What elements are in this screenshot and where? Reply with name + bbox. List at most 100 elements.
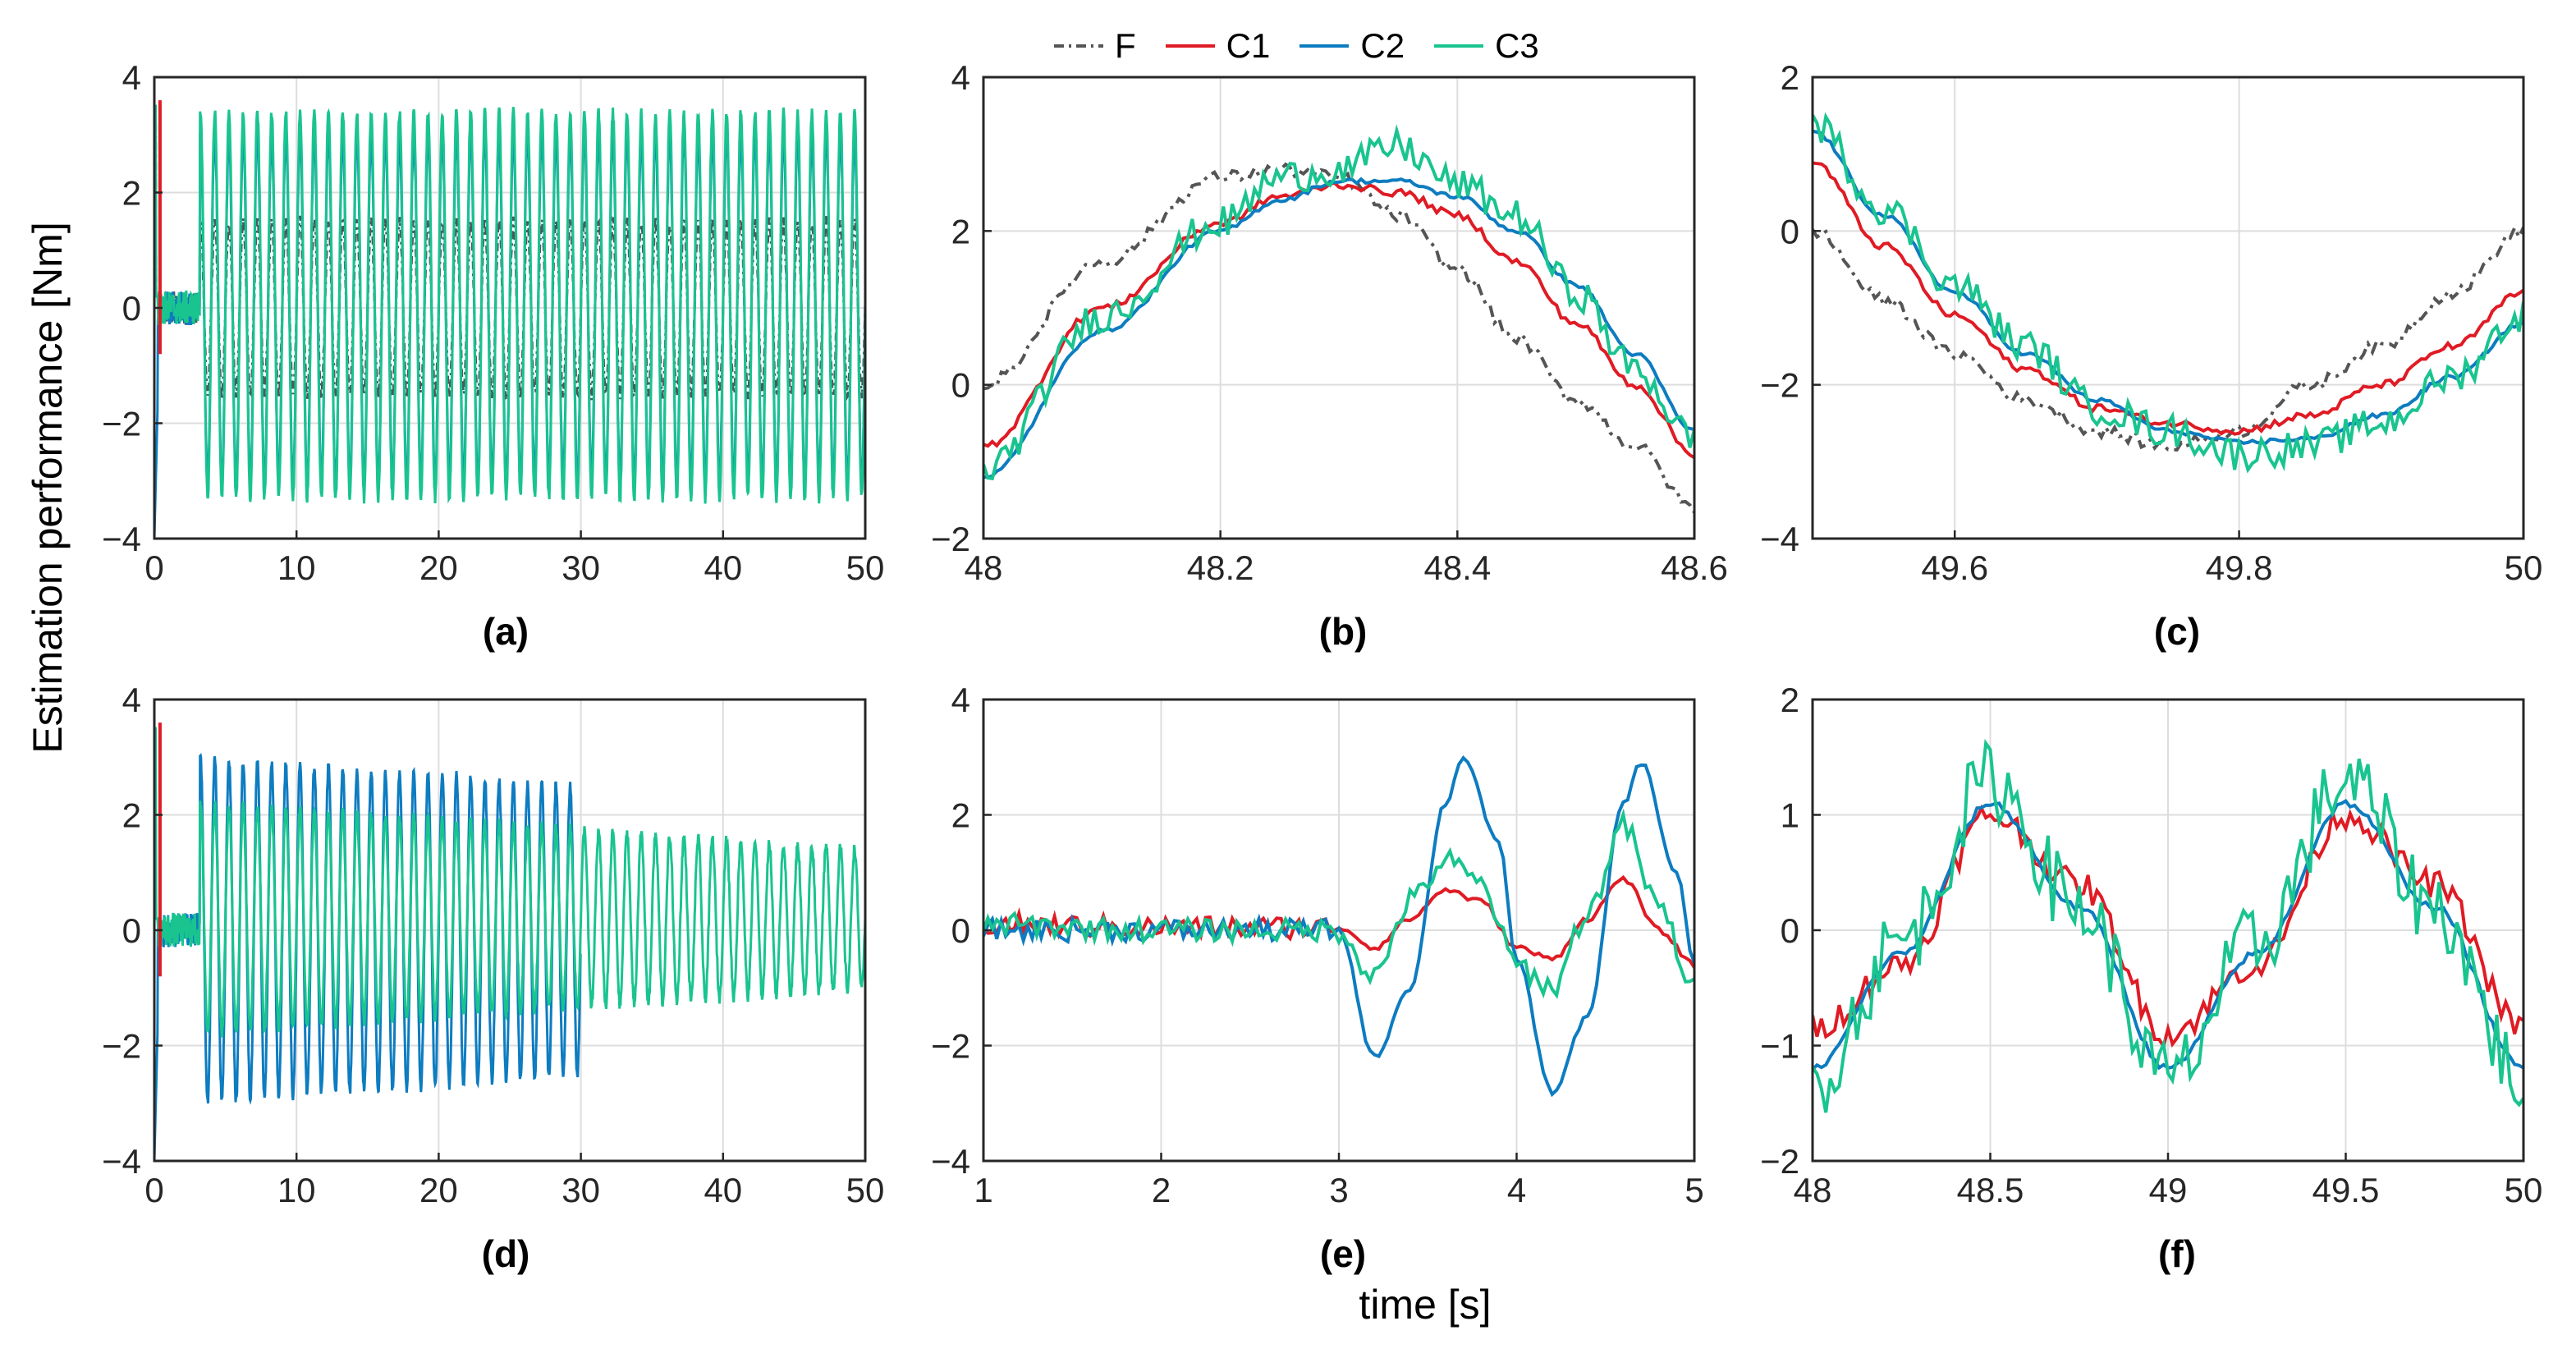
series-c1-line-f	[1813, 804, 2523, 1051]
plot-area-a	[154, 100, 865, 539]
y-tick-label-f: 0	[1781, 911, 1799, 950]
x-tick-label-c: 50	[2505, 548, 2543, 587]
plot-area-b	[983, 124, 1694, 514]
y-tick-label-b: 0	[951, 366, 970, 405]
panel-label-b: (b)	[1318, 610, 1368, 653]
x-tick-label-d: 0	[144, 1171, 163, 1209]
panel-b: 48 48.2 48.4 48.6 −2 0 2 4	[931, 58, 1728, 587]
x-tick-label-c: 49.6	[1921, 548, 1988, 587]
series-c3-line-d	[154, 727, 865, 1038]
x-tick-label-e: 2	[1152, 1171, 1171, 1209]
panel-c: 49.6 49.8 50 −4 −2 0 2	[1760, 58, 2542, 587]
panel-a: 0 10 20 30 40 50 −4 −2 0 2 4	[102, 58, 884, 587]
legend-item-c2: C2	[1298, 26, 1405, 66]
series-c3-line-a	[154, 104, 865, 504]
x-tick-label-f: 49	[2149, 1171, 2188, 1209]
x-tick-label-c: 49.8	[2206, 548, 2273, 587]
panel-label-d: (d)	[481, 1232, 530, 1275]
y-tick-label-a: −4	[102, 520, 141, 558]
legend-label-c2: C2	[1360, 26, 1405, 65]
x-tick-label-f: 48.5	[1957, 1171, 2024, 1209]
y-tick-label-f: −1	[1760, 1027, 1799, 1066]
y-tick-label-d: 0	[122, 911, 141, 950]
x-tick-label-d: 50	[846, 1171, 885, 1209]
y-tick-label-b: −2	[931, 520, 970, 558]
series-c2-line-e	[983, 755, 1694, 1098]
y-tick-label-b: 4	[951, 58, 970, 97]
y-tick-label-a: 2	[122, 174, 141, 213]
x-tick-label-a: 50	[846, 548, 885, 587]
legend-item-c1: C1	[1164, 26, 1271, 66]
legend-label-f: F	[1115, 26, 1136, 65]
x-tick-label-b: 48.2	[1187, 548, 1254, 587]
panel-e: 1 2 3 4 5 −4 −2 0 2 4	[931, 681, 1704, 1209]
y-tick-label-b: 2	[951, 212, 970, 250]
series-f-line-b	[983, 162, 1694, 514]
series-c3-line-b	[983, 124, 1694, 481]
series-c1-line-c	[1813, 161, 2523, 436]
x-tick-label-a: 30	[561, 548, 600, 587]
legend-swatch-c3	[1434, 44, 1484, 48]
series-c2-line-c	[1813, 129, 2523, 445]
series-c3-line-e	[983, 808, 1694, 999]
plot-area-e	[983, 755, 1694, 1098]
y-tick-label-d: 2	[122, 796, 141, 835]
x-tick-label-e: 1	[974, 1171, 992, 1209]
panel-label-f: (f)	[2158, 1232, 2196, 1275]
x-tick-label-e: 5	[1684, 1171, 1703, 1209]
legend-label-c1: C1	[1226, 26, 1271, 65]
x-tick-label-d: 40	[704, 1171, 742, 1209]
y-tick-label-e: 2	[951, 796, 970, 835]
y-tick-label-f: 2	[1781, 681, 1799, 719]
x-tick-label-f: 49.5	[2312, 1171, 2380, 1209]
y-axis-label: Estimation performance [Nm]	[25, 222, 71, 754]
y-tick-label-c: −2	[1760, 366, 1799, 405]
panel-label-e: (e)	[1319, 1232, 1367, 1275]
legend-item-f: F	[1052, 26, 1136, 66]
y-tick-label-d: −4	[102, 1142, 141, 1181]
y-tick-label-e: −4	[931, 1142, 970, 1181]
y-tick-label-c: 0	[1781, 212, 1799, 250]
series-c1-line-b	[983, 181, 1694, 460]
x-tick-label-d: 30	[561, 1171, 600, 1209]
plot-area-c	[1813, 112, 2523, 474]
series-c3-line-f	[1813, 738, 2523, 1113]
series-f-line-c	[1813, 223, 2523, 452]
panel-f: 48 48.5 49 49.5 50 −2 −1 0 1 2	[1760, 681, 2542, 1209]
x-tick-label-e: 4	[1507, 1171, 1526, 1209]
y-tick-label-a: −2	[102, 405, 141, 443]
y-tick-label-e: 4	[951, 681, 970, 719]
x-tick-label-d: 10	[277, 1171, 316, 1209]
y-tick-label-d: −2	[102, 1027, 141, 1066]
plot-area-f	[1813, 738, 2523, 1113]
panel-d: 0 10 20 30 40 50 −4 −2 0 2 4	[102, 681, 884, 1209]
legend-swatch-c1	[1165, 44, 1215, 48]
axes-frame-c	[1811, 76, 2525, 540]
x-tick-label-a: 0	[144, 548, 163, 587]
y-tick-label-f: 1	[1781, 796, 1799, 835]
plot-area-d	[154, 722, 865, 1161]
x-tick-label-f: 50	[2505, 1171, 2543, 1209]
panel-label-a: (a)	[482, 610, 529, 653]
x-tick-label-b: 48	[965, 548, 1003, 587]
y-tick-label-c: 2	[1781, 58, 1799, 97]
panel-label-c: (c)	[2153, 610, 2201, 653]
x-axis-label: time [s]	[1359, 1282, 1492, 1328]
y-tick-label-a: 0	[122, 289, 141, 328]
legend-item-c3: C3	[1432, 26, 1539, 66]
y-tick-label-e: 0	[951, 911, 970, 950]
y-tick-label-f: −2	[1760, 1142, 1799, 1181]
x-tick-label-a: 40	[704, 548, 742, 587]
y-tick-label-a: 4	[122, 58, 141, 97]
x-tick-label-b: 48.6	[1661, 548, 1728, 587]
y-tick-label-d: 4	[122, 681, 141, 719]
x-tick-label-f: 48	[1794, 1171, 1832, 1209]
x-tick-label-b: 48.4	[1423, 548, 1491, 587]
legend-label-c3: C3	[1495, 26, 1539, 65]
axes-frame-b	[982, 76, 1696, 540]
x-tick-label-d: 20	[419, 1171, 458, 1209]
x-tick-label-a: 20	[419, 548, 458, 587]
series-c3-line-c	[1813, 112, 2523, 474]
legend-swatch-f	[1054, 44, 1103, 48]
